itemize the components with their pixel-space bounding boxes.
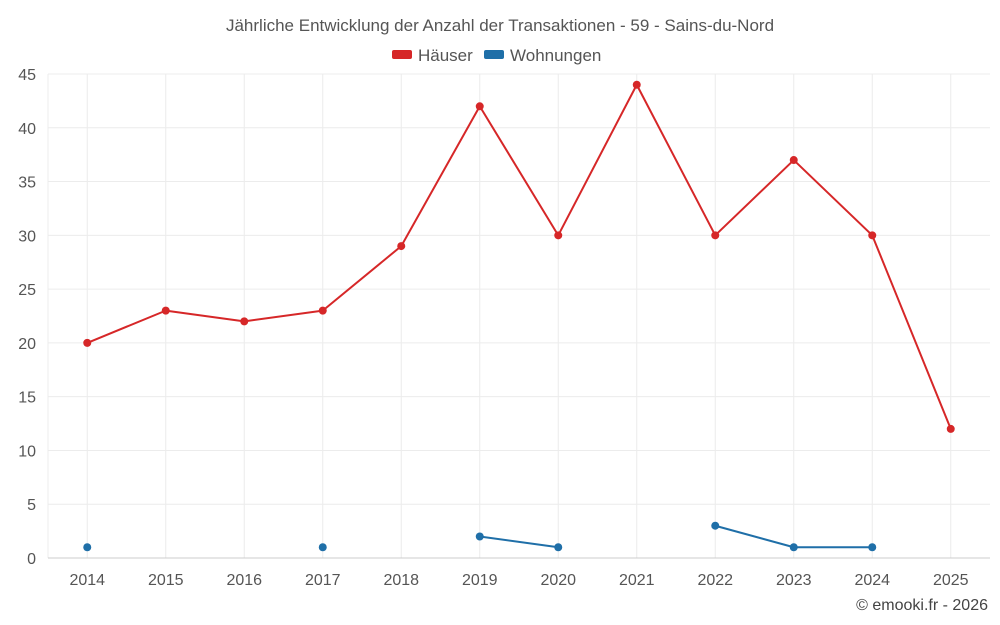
legend-item-haeuser[interactable]: Häuser (392, 46, 473, 65)
x-tick-label: 2018 (383, 572, 419, 589)
y-tick-label: 40 (18, 121, 36, 138)
data-point-wohnungen-2014[interactable] (83, 543, 92, 552)
data-point-haeuser-2014[interactable] (83, 338, 92, 347)
x-tick-label: 2019 (462, 572, 498, 589)
legend: Häuser Wohnungen (392, 46, 601, 65)
data-point-haeuser-2017[interactable] (318, 306, 327, 315)
data-point-haeuser-2023[interactable] (789, 156, 798, 165)
x-tick-label: 2014 (69, 572, 105, 589)
x-tick-label: 2022 (697, 572, 733, 589)
data-point-wohnungen-2023[interactable] (789, 543, 798, 552)
y-tick-label: 35 (18, 175, 36, 192)
y-tick-label: 0 (27, 551, 36, 568)
y-axis: 0 5 10 15 20 25 30 35 40 45 (18, 67, 36, 568)
grid (47, 73, 990, 558)
data-point-haeuser-2016[interactable] (240, 317, 249, 326)
data-point-haeuser-2022[interactable] (711, 231, 720, 240)
data-point-wohnungen-2024[interactable] (868, 543, 877, 552)
credit-text: © emooki.fr - 2026 (856, 597, 988, 614)
x-tick-label: 2020 (540, 572, 576, 589)
legend-label-wohnungen: Wohnungen (510, 46, 601, 65)
x-tick-label: 2021 (619, 572, 655, 589)
x-axis: 2014 2015 2016 2017 2018 2019 2020 2021 2022 2023… (48, 557, 990, 589)
legend-swatch-wohnungen (484, 50, 504, 59)
data-point-haeuser-2018[interactable] (397, 242, 406, 251)
legend-item-wohnungen[interactable]: Wohnungen (484, 46, 601, 65)
series-line-wohnungen (479, 535, 559, 549)
data-point-wohnungen-2017[interactable] (318, 543, 327, 552)
x-tick-label: 2016 (226, 572, 262, 589)
y-tick-label: 15 (18, 390, 36, 407)
series-line-haeuser (86, 83, 952, 430)
y-tick-label: 45 (18, 67, 36, 84)
y-tick-label: 5 (27, 497, 36, 514)
series-layer (83, 80, 955, 552)
data-point-haeuser-2020[interactable] (554, 231, 563, 240)
legend-label-haeuser: Häuser (418, 46, 473, 65)
data-point-haeuser-2024[interactable] (868, 231, 877, 240)
chart-title: Jährliche Entwicklung der Anzahl der Tra… (226, 16, 774, 35)
y-tick-label: 30 (18, 228, 36, 245)
x-tick-label: 2024 (854, 572, 890, 589)
legend-swatch-haeuser (392, 50, 412, 59)
data-point-wohnungen-2019[interactable] (475, 532, 484, 541)
x-tick-label: 2017 (305, 572, 341, 589)
y-tick-label: 20 (18, 336, 36, 353)
data-point-haeuser-2015[interactable] (161, 306, 170, 315)
y-tick-label: 25 (18, 282, 36, 299)
data-point-haeuser-2019[interactable] (475, 102, 484, 111)
data-point-wohnungen-2020[interactable] (554, 543, 563, 552)
data-point-haeuser-2025[interactable] (946, 424, 955, 433)
x-tick-label: 2015 (148, 572, 184, 589)
y-tick-label: 10 (18, 443, 36, 460)
x-tick-label: 2023 (776, 572, 812, 589)
data-point-haeuser-2021[interactable] (632, 80, 641, 89)
x-tick-label: 2025 (933, 572, 969, 589)
data-point-wohnungen-2022[interactable] (711, 521, 720, 530)
